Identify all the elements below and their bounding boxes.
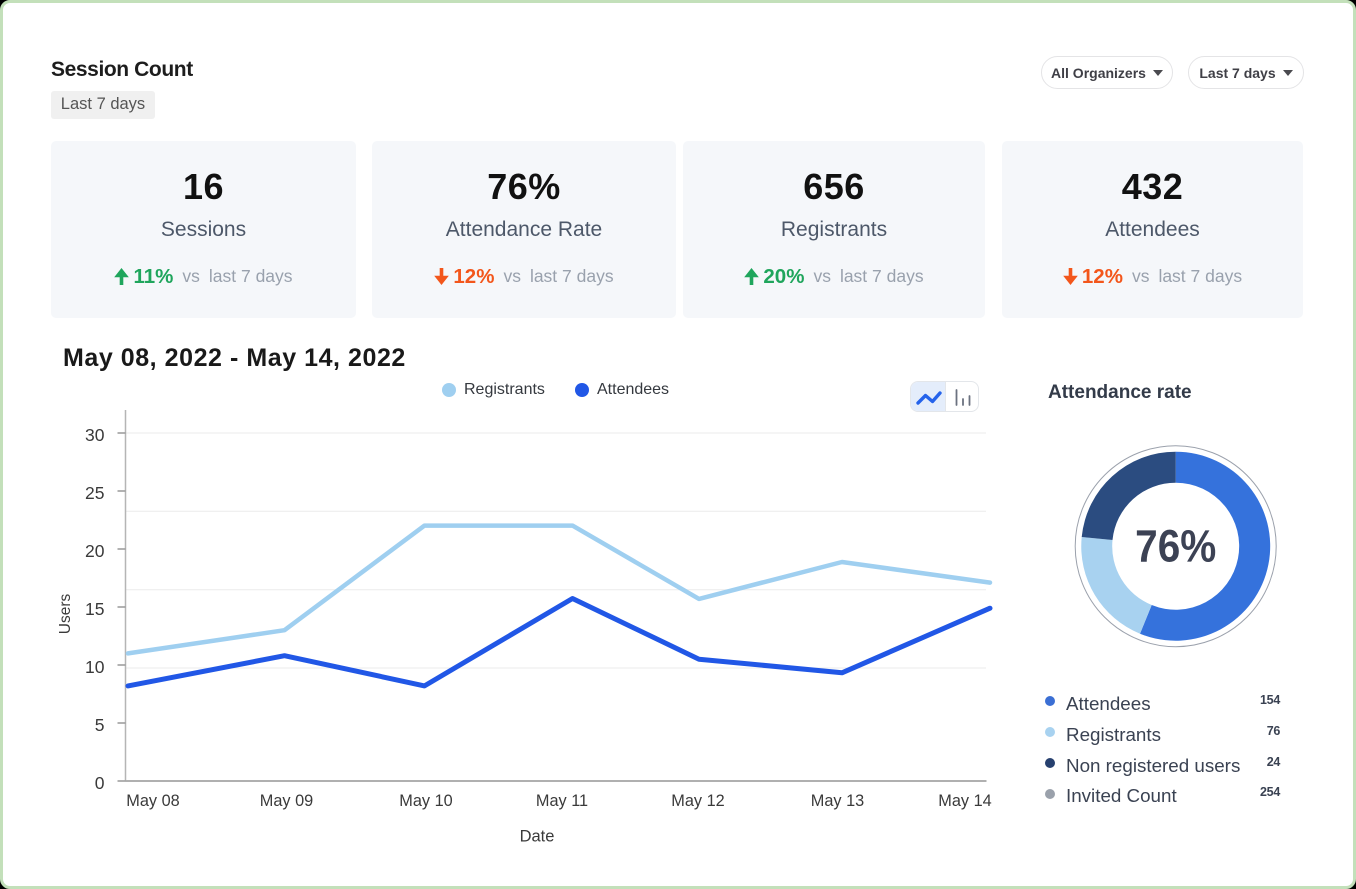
svg-text:May 11: May 11: [536, 792, 588, 810]
svg-text:76%: 76%: [1135, 522, 1216, 572]
svg-text:Date: Date: [520, 828, 555, 846]
svg-text:0: 0: [95, 773, 105, 793]
svg-text:May 08: May 08: [126, 792, 179, 810]
svg-text:May 09: May 09: [260, 792, 313, 810]
svg-text:25: 25: [85, 483, 104, 503]
svg-text:30: 30: [85, 425, 105, 445]
svg-text:10: 10: [85, 657, 105, 677]
svg-text:May 12: May 12: [671, 792, 724, 810]
svg-text:May 13: May 13: [811, 792, 864, 810]
svg-text:Users: Users: [57, 594, 74, 635]
svg-text:5: 5: [95, 715, 105, 735]
svg-text:May 14: May 14: [938, 792, 991, 810]
svg-text:15: 15: [85, 599, 104, 619]
svg-text:20: 20: [85, 541, 105, 561]
svg-text:May 10: May 10: [399, 792, 452, 810]
